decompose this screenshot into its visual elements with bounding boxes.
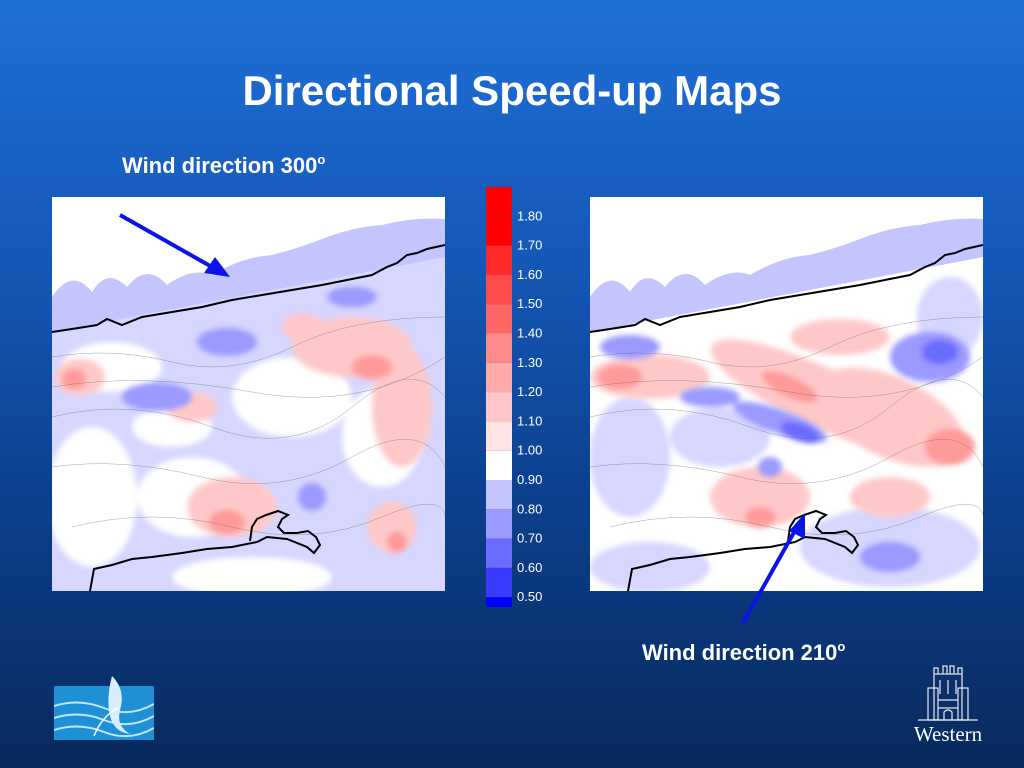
- colorbar-swatch: [486, 567, 512, 598]
- colorbar-tick-label: 0.80: [517, 501, 542, 516]
- right-map-label-text: Wind direction 210: [642, 640, 838, 665]
- wind-arrow-210: [741, 513, 805, 624]
- speedup-map-300-graphic: [52, 213, 445, 591]
- contour-lines: [52, 316, 445, 536]
- university-logo: Western: [898, 660, 998, 748]
- left-map-label: Wind direction 300o: [122, 147, 325, 179]
- colorbar-swatch: [486, 304, 512, 334]
- speedup-colorbar: 1.80 1.70 1.60 1.50 1.40 1.30 1.20 1.10 1.00 0.90…: [486, 187, 542, 607]
- strong-speedup-zones: [598, 365, 975, 527]
- colorbar-swatch: [486, 538, 512, 568]
- university-tower-icon: [918, 665, 978, 721]
- colorbar-tick-label: 1.40: [517, 326, 542, 341]
- colorbar-swatch: [486, 421, 512, 451]
- coastline-south: [627, 509, 860, 591]
- colorbar-tick-label: 1.10: [517, 413, 542, 428]
- contour-lines: [590, 316, 983, 536]
- coastline-north: [590, 244, 983, 333]
- coastline-south: [89, 509, 322, 591]
- right-map-label-degree: o: [837, 639, 846, 654]
- strong-speedup-zones: [62, 355, 407, 552]
- colorbar-swatch: [486, 333, 512, 363]
- speedup-map-210: [590, 197, 983, 591]
- left-map-label-degree: o: [317, 152, 326, 167]
- colorbar-swatch: [486, 216, 512, 246]
- colorbar-tick-label: 0.60: [517, 560, 542, 575]
- colorbar-swatch: [486, 392, 512, 422]
- colorbar-swatch: [486, 274, 512, 305]
- colorbar-swatch: [486, 245, 512, 275]
- colorbar-tick-label: 0.90: [517, 472, 542, 487]
- mild-slowdown-zones: [590, 277, 983, 591]
- right-map-label: Wind direction 210o: [642, 634, 845, 666]
- wind-wave-logo-icon: [54, 676, 154, 740]
- colorbar-swatch: [486, 450, 512, 480]
- speedup-map-300: [52, 197, 445, 591]
- left-map-label-text: Wind direction 300: [122, 153, 318, 178]
- colorbar-swatch: [486, 509, 512, 539]
- colorbar-tick-label: 1.00: [517, 443, 542, 458]
- colorbar-tick-label: 1.80: [517, 208, 542, 223]
- speedup-map-210-graphic: [590, 218, 983, 591]
- colorbar-tick-label: 1.20: [517, 384, 542, 399]
- colorbar-tick-label: 1.30: [517, 355, 542, 370]
- colorbar-swatch: [486, 362, 512, 393]
- colorbar-labels: 1.80 1.70 1.60 1.50 1.40 1.30 1.20 1.10 1.00 0.90…: [517, 208, 542, 604]
- colorbar-swatch: [486, 597, 512, 607]
- colorbar-tick-label: 1.60: [517, 267, 542, 282]
- colorbar-tick-label: 0.70: [517, 531, 542, 546]
- colorbar-swatches: [486, 187, 512, 607]
- slowdown-zones: [122, 287, 377, 511]
- strong-slowdown-zones: [781, 340, 958, 443]
- coastline-north: [52, 244, 445, 333]
- university-logo-text: Western: [913, 722, 983, 746]
- colorbar-swatch-top: [486, 187, 512, 217]
- colorbar-swatch: [486, 480, 512, 510]
- slide-title: Directional Speed-up Maps: [242, 67, 782, 114]
- wind-arrow-300: [119, 213, 230, 277]
- colorbar-tick-label: 1.70: [517, 238, 542, 253]
- colorbar-tick-label: 1.50: [517, 296, 542, 311]
- colorbar-tick-label: 0.50: [517, 589, 542, 604]
